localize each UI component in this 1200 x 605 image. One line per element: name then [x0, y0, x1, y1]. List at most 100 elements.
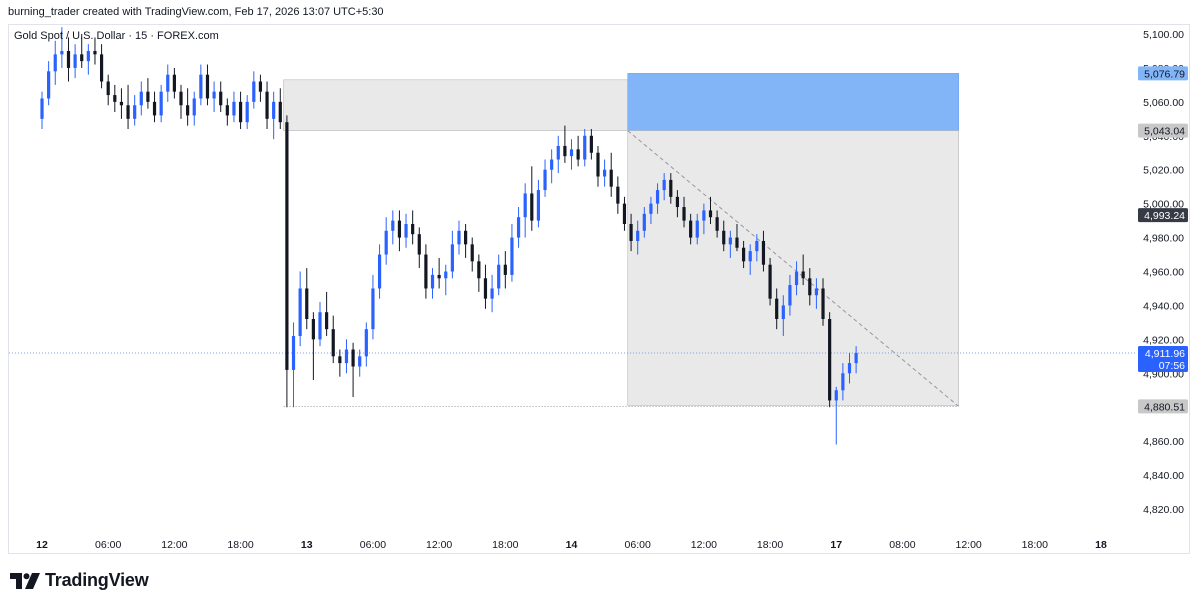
x-tick-label: 06:00	[360, 539, 386, 551]
candle-body	[93, 50, 97, 55]
candle-body	[397, 220, 402, 238]
x-tick-label: 06:00	[625, 539, 651, 551]
candle-body	[490, 288, 494, 299]
candle-body	[384, 230, 388, 255]
candle-body	[225, 105, 229, 116]
candle-body	[794, 271, 799, 286]
candle-body	[86, 50, 90, 62]
candle-body	[569, 149, 574, 157]
candle-body	[636, 230, 640, 241]
x-tick-label: 14	[566, 539, 578, 551]
candle-body	[536, 190, 541, 221]
candle-body	[133, 105, 137, 119]
candle-body	[781, 305, 785, 319]
candle-body	[47, 71, 51, 99]
candle-body	[497, 264, 501, 289]
candle-body	[305, 288, 309, 319]
candle-body	[364, 329, 368, 357]
candle-body	[675, 196, 680, 208]
candle-body	[60, 50, 64, 55]
tradingview-logo[interactable]: TradingView	[10, 570, 149, 591]
candle-body	[748, 251, 752, 262]
y-tick-label: 4,860.00	[1143, 436, 1184, 448]
candle-body	[457, 230, 461, 245]
candle-body	[411, 224, 415, 235]
candle-body	[695, 220, 699, 238]
attribution-text: burning_trader created with TradingView.…	[8, 6, 384, 18]
candle-body	[583, 135, 587, 160]
x-tick-label: 12:00	[691, 539, 717, 551]
candle-body	[318, 312, 322, 340]
candle-body	[589, 135, 593, 153]
candle-body	[464, 230, 468, 245]
candle-body	[669, 179, 673, 197]
candle-body	[119, 101, 124, 106]
short-stop-zone[interactable]	[627, 73, 959, 131]
candle-body	[523, 193, 527, 218]
logo-text: TradingView	[45, 570, 149, 590]
candle-body	[139, 91, 143, 106]
price-label: 5,076.79	[1144, 68, 1185, 80]
y-tick-label: 5,020.00	[1143, 165, 1184, 177]
x-tick-label: 08:00	[889, 539, 915, 551]
candle-body	[444, 271, 448, 279]
candle-body	[66, 50, 71, 68]
candle-body	[219, 91, 223, 106]
candle-body	[404, 224, 408, 238]
candle-body	[199, 74, 203, 99]
candle-body	[642, 213, 646, 231]
symbol-legend[interactable]: Gold Spot / U.S. Dollar · 15 · FOREX.com	[14, 30, 219, 42]
candle-body	[272, 101, 276, 119]
price-label-bg	[1138, 123, 1188, 138]
candle-body	[503, 264, 507, 275]
x-tick-label: 18:00	[492, 539, 518, 551]
candle-body	[841, 373, 845, 391]
candle-body	[166, 74, 170, 92]
candle-body	[40, 98, 44, 119]
candle-body	[291, 335, 296, 370]
candle-body	[338, 356, 342, 364]
price-label-bg	[1138, 208, 1188, 223]
y-tick-label: 5,000.00	[1143, 199, 1184, 211]
y-tick-label: 4,840.00	[1143, 470, 1184, 482]
candle-body	[477, 261, 481, 279]
candle-body	[563, 145, 567, 157]
candle-body	[159, 91, 163, 116]
y-tick-label: 5,060.00	[1143, 97, 1184, 109]
candle-body	[450, 244, 454, 272]
x-tick-label: 12	[36, 539, 48, 551]
candle-body	[106, 81, 110, 96]
candle-body	[311, 319, 315, 340]
candle-body	[377, 254, 382, 289]
candlestick-chart[interactable]: 5,100.005,080.005,060.005,040.005,020.00…	[0, 0, 1200, 560]
candle-body	[741, 247, 746, 262]
candle-body	[609, 169, 613, 187]
candle-body	[728, 237, 732, 245]
candle-body	[735, 237, 739, 248]
candle-body	[801, 271, 805, 279]
candle-body	[622, 203, 627, 224]
candle-body	[854, 352, 858, 364]
candle-body	[755, 240, 759, 252]
candle-body	[682, 207, 686, 221]
chart-frame	[8, 24, 1190, 554]
candle-body	[556, 145, 560, 160]
candle-body	[821, 288, 825, 319]
y-tick-label: 4,940.00	[1143, 300, 1184, 312]
candle-body	[265, 91, 269, 119]
candle-body	[550, 159, 554, 170]
price-label: 4,911.96	[1145, 348, 1185, 360]
supply-zone[interactable]	[283, 79, 629, 131]
candle-body	[325, 312, 329, 330]
candle-body	[708, 210, 713, 218]
candle-body	[113, 95, 117, 102]
projection-line[interactable]	[627, 130, 960, 407]
candle-body	[53, 54, 57, 72]
y-tick-label: 5,100.00	[1143, 29, 1184, 41]
candle-body	[417, 234, 421, 255]
candle-body	[576, 149, 580, 160]
candle-body	[834, 390, 838, 401]
candle-body	[702, 210, 706, 221]
candle-body	[662, 179, 666, 191]
candle-body	[483, 278, 488, 299]
